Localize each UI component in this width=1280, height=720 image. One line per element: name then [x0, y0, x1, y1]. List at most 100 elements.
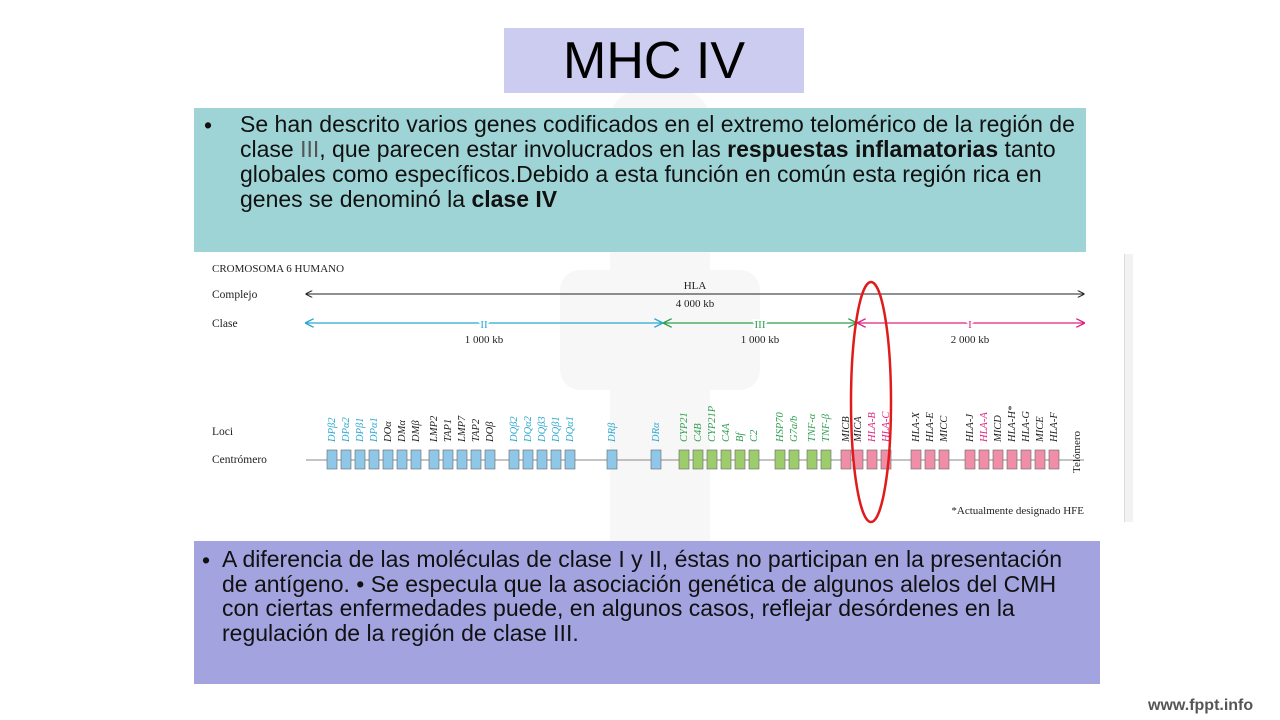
locus-box: [564, 449, 576, 470]
top-paragraph: Se han descrito varios genes codificados…: [240, 112, 1080, 212]
locus-label: MICA: [853, 416, 864, 443]
hla-name: HLA: [684, 280, 707, 292]
top-text-box: • Se han descrito varios genes codificad…: [194, 108, 1086, 252]
locus-box: [992, 449, 1004, 470]
locus-label: DQα2: [523, 415, 534, 443]
locus-box: [706, 449, 718, 470]
locus-label: CYP21P: [707, 405, 718, 442]
locus-box: [964, 449, 976, 470]
locus-label: DQβ2: [509, 416, 520, 443]
locus-box: [536, 449, 548, 470]
locus-box: [692, 449, 704, 470]
locus-box: [938, 449, 950, 470]
chromosome-diagram: CROMOSOMA 6 HUMANO Complejo HLA 4 000 kb…: [212, 263, 1131, 524]
text-run: Se han descrito varios genes codificados…: [240, 111, 1075, 162]
locus-label: DPβ2: [327, 417, 338, 443]
locus-box: [410, 449, 422, 470]
locus-label: TAP2: [471, 418, 482, 442]
locus-label: TNF-β: [821, 413, 832, 442]
text-run-gray: III: [300, 136, 320, 162]
locus-box: [428, 449, 440, 470]
locus-label: DOα: [383, 421, 394, 443]
locus-label: HLA-F: [1049, 412, 1060, 443]
locus-box: [508, 449, 520, 470]
locus-box: [924, 449, 936, 470]
locus-box: [880, 449, 892, 470]
locus-label: Bf: [735, 431, 746, 442]
label-centromero: Centrómero: [212, 454, 267, 466]
bottom-text-box: • A diferencia de las moléculas de clase…: [194, 541, 1100, 684]
class-i-size: 2 000 kb: [951, 334, 990, 346]
class-ii-name: II: [480, 319, 488, 331]
label-loci: Loci: [212, 426, 233, 438]
locus-box: [978, 449, 990, 470]
label-complejo: Complejo: [212, 289, 258, 301]
locus-box: [550, 449, 562, 470]
locus-box: [748, 449, 760, 470]
locus-label: MICB: [841, 416, 852, 443]
locus-label: DQβ3: [537, 416, 548, 443]
locus-box: [806, 449, 818, 470]
locus-box: [326, 449, 338, 470]
hla-size: 4 000 kb: [676, 298, 715, 310]
locus-label: DQα1: [565, 416, 576, 443]
locus-box: [910, 449, 922, 470]
footnote: *Actualmente designado HFE: [951, 505, 1084, 517]
locus-label: HLA-J: [965, 413, 976, 443]
locus-label: DMβ: [411, 420, 422, 443]
text-bold: respuestas inflamatorias: [727, 136, 999, 162]
locus-box: [1006, 449, 1018, 470]
brand-watermark: www.fppt.info: [1148, 697, 1254, 714]
locus-label: DPα1: [369, 417, 380, 443]
locus-label: DPβ1: [355, 418, 366, 443]
locus-label: HLA-E: [925, 412, 936, 443]
locus-label: DRα: [651, 422, 662, 443]
locus-label: MICE: [1035, 416, 1046, 443]
locus-label: G7a/b: [789, 416, 800, 442]
locus-box: [1020, 449, 1032, 470]
locus-box: [788, 449, 800, 470]
locus-box: [456, 449, 468, 470]
locus-label: HLA-H*: [1007, 405, 1018, 443]
class-i-name: I: [968, 319, 972, 331]
locus-label: CYP21: [679, 412, 690, 442]
locus-box: [1048, 449, 1060, 470]
locus-label: DMα: [397, 420, 408, 443]
bullet: •: [202, 547, 211, 573]
locus-label: DRβ: [607, 422, 618, 443]
locus-label: HLA-G: [1021, 411, 1032, 443]
locus-label: LMP7: [457, 415, 468, 443]
class-iii-size: 1 000 kb: [741, 334, 780, 346]
class-iii-name: III: [755, 319, 766, 331]
locus-box: [606, 449, 618, 470]
locus-label: DOβ: [485, 421, 496, 443]
loci-group: DPβ2 DPα2 DPβ1 DPα1 DOα DMα DMβ LMP2 TAP1 LMP7 TAP…: [326, 405, 1060, 470]
label-clase: Clase: [212, 318, 238, 330]
locus-label: C2: [749, 429, 760, 442]
bottom-paragraph: A diferencia de las moléculas de clase I…: [222, 546, 1062, 646]
locus-box: [866, 449, 878, 470]
text-bold: clase IV: [471, 186, 558, 212]
locus-box: [442, 449, 454, 470]
scrollbar[interactable]: [1124, 254, 1133, 522]
locus-box: [774, 449, 786, 470]
locus-box: [522, 449, 534, 470]
locus-label: C4A: [721, 423, 732, 442]
locus-label: HLA-X: [911, 412, 922, 443]
locus-box: [396, 449, 408, 470]
locus-box: [650, 449, 662, 470]
locus-label: HLA-C: [881, 411, 892, 443]
locus-label: TAP1: [443, 419, 454, 442]
title-box: MHC IV: [504, 28, 804, 93]
locus-box: [1034, 449, 1046, 470]
diagram-heading: CROMOSOMA 6 HUMANO: [212, 263, 344, 275]
locus-label: DQβ1: [551, 416, 562, 443]
locus-label: MICD: [993, 415, 1004, 443]
bullet: •: [204, 112, 213, 138]
locus-box: [820, 449, 832, 470]
locus-box: [678, 449, 690, 470]
locus-box: [720, 449, 732, 470]
locus-label: LMP2: [429, 415, 440, 443]
telomero-label: Telómero: [1071, 431, 1083, 473]
locus-label: C4B: [693, 423, 704, 442]
